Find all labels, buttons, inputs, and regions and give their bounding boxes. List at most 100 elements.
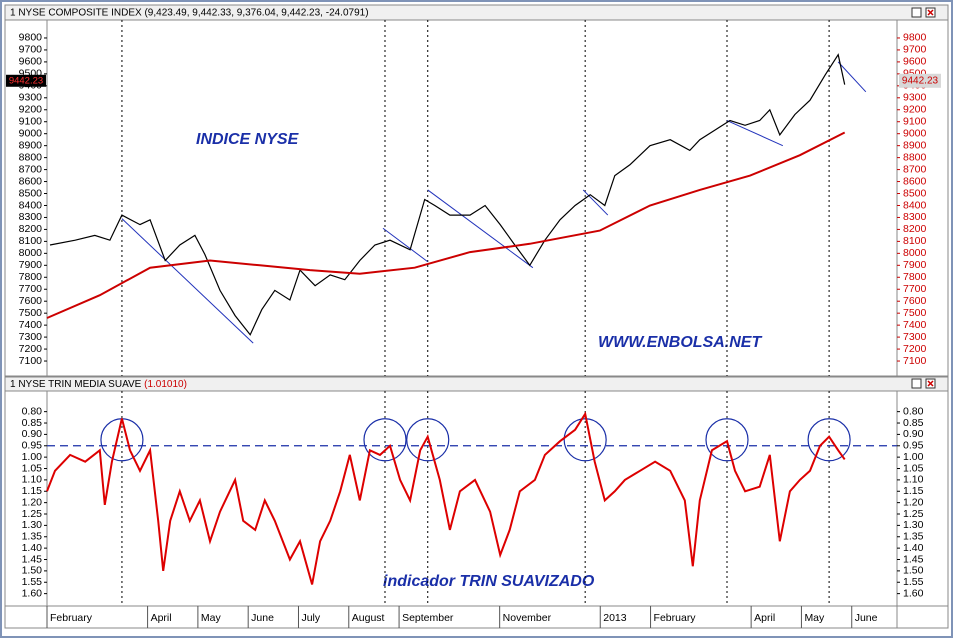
y-tick-label-right: 9100: [903, 116, 927, 128]
trin-title-value: (1.01010): [144, 379, 187, 390]
y-tick-label: 8500: [19, 187, 43, 199]
y-tick-label-right: 7600: [903, 295, 927, 307]
y-tick-label: 1.05: [22, 462, 43, 474]
y-tick-label-right: 1.55: [903, 576, 924, 588]
y-tick-label-right: 8100: [903, 235, 927, 247]
y-tick-label: 8600: [19, 175, 43, 187]
x-tick-label: 2013: [603, 612, 627, 624]
last-value-label: 9442.23: [9, 75, 43, 86]
y-tick-label-right: 1.40: [903, 542, 924, 554]
y-tick-label-right: 9000: [903, 127, 927, 139]
x-tick-label: November: [503, 612, 552, 624]
y-tick-label-right: 9800: [903, 32, 927, 44]
annotation: INDICE NYSE: [196, 131, 300, 148]
y-tick-label: 7400: [19, 319, 43, 331]
y-tick-label: 8900: [19, 139, 43, 151]
y-tick-label-right: 8400: [903, 199, 927, 211]
y-tick-label-right: 9700: [903, 44, 927, 56]
y-tick-label: 9300: [19, 92, 43, 104]
trin-title-text: 1 NYSE TRIN MEDIA SUAVE: [10, 379, 142, 390]
y-tick-label: 1.35: [22, 531, 43, 543]
y-tick-label: 1.45: [22, 553, 43, 565]
x-tick-label: September: [402, 612, 454, 624]
series-line: [46, 411, 846, 585]
y-tick-label-right: 7900: [903, 259, 927, 271]
y-tick-label: 7300: [19, 331, 43, 343]
y-tick-label: 7600: [19, 295, 43, 307]
y-tick-label-right: 0.80: [903, 405, 924, 417]
x-tick-label: July: [301, 612, 320, 624]
y-tick-label-right: 1.20: [903, 496, 924, 508]
y-tick-label: 8300: [19, 211, 43, 223]
y-tick-label-right: 7400: [903, 319, 927, 331]
trend-line: [582, 189, 609, 216]
y-tick-label-right: 7300: [903, 331, 927, 343]
y-tick-label-right: 1.25: [903, 508, 924, 520]
y-tick-label-right: 9200: [903, 104, 927, 116]
x-tick-label: April: [151, 612, 172, 624]
y-tick-label-right: 9600: [903, 56, 927, 68]
y-tick-label: 0.95: [22, 440, 43, 452]
last-value-box: [6, 74, 46, 87]
y-tick-label-right: 9300: [903, 92, 927, 104]
annotation: indicador TRIN SUAVIZADO: [383, 573, 595, 590]
y-tick-label: 9800: [19, 32, 43, 44]
close-button[interactable]: [925, 378, 936, 389]
y-tick-label: 7700: [19, 283, 43, 295]
y-tick-label: 0.80: [22, 405, 43, 417]
y-tick-label-right: 8000: [903, 247, 927, 259]
y-tick-label-right: 0.95: [903, 440, 924, 452]
price-panel: [4, 4, 949, 377]
y-tick-label: 1.20: [22, 496, 43, 508]
last-value-label: 9442.23: [902, 75, 939, 86]
y-tick-label: 9700: [19, 44, 43, 56]
trin-panel: [4, 376, 949, 629]
y-tick-label-right: 1.45: [903, 553, 924, 565]
x-tick-label: June: [251, 612, 274, 624]
y-tick-label-right: 7500: [903, 307, 927, 319]
y-tick-label-right: 8300: [903, 211, 927, 223]
trin-header: [4, 376, 949, 392]
price-header: [4, 4, 949, 21]
series-line: [49, 53, 846, 336]
y-tick-label: 8800: [19, 151, 43, 163]
y-tick-label: 7800: [19, 271, 43, 283]
maximize-button[interactable]: [911, 378, 922, 389]
trend-line: [726, 120, 784, 147]
y-tick-label: 1.15: [22, 485, 43, 497]
y-tick-label-right: 1.00: [903, 451, 924, 463]
trin-title: 1 NYSE TRIN MEDIA SUAVE (1.01010): [10, 379, 187, 390]
y-tick-label-right: 8900: [903, 139, 927, 151]
y-tick-label-right: 8800: [903, 151, 927, 163]
trend-line: [837, 61, 867, 93]
y-tick-label: 8700: [19, 163, 43, 175]
y-tick-label-right: 1.15: [903, 485, 924, 497]
highlight-circle: [705, 418, 749, 462]
y-tick-label-right: 7700: [903, 283, 927, 295]
price-title: 1 NYSE COMPOSITE INDEX (9,423.49, 9,442.…: [10, 8, 369, 19]
x-tick-label: June: [855, 612, 878, 624]
y-tick-label: 9600: [19, 56, 43, 68]
close-button[interactable]: [925, 7, 936, 18]
y-tick-label: 1.30: [22, 519, 43, 531]
annotation: WWW.ENBOLSA.NET: [598, 334, 762, 351]
y-tick-label: 0.90: [22, 428, 43, 440]
y-tick-label: 7200: [19, 343, 43, 355]
y-tick-label: 1.60: [22, 587, 43, 599]
y-tick-label: 9100: [19, 116, 43, 128]
trend-line: [121, 218, 254, 344]
y-tick-label-right: 1.50: [903, 565, 924, 577]
x-tick-label: May: [201, 612, 222, 624]
y-tick-label: 8400: [19, 199, 43, 211]
trend-line: [382, 227, 429, 263]
y-tick-label-right: 1.10: [903, 474, 924, 486]
y-tick-label: 9200: [19, 104, 43, 116]
y-tick-label: 7100: [19, 355, 43, 367]
y-tick-label: 1.10: [22, 474, 43, 486]
y-tick-label-right: 1.35: [903, 531, 924, 543]
series-line: [46, 131, 846, 319]
y-tick-label-right: 7200: [903, 343, 927, 355]
maximize-button[interactable]: [911, 7, 922, 18]
